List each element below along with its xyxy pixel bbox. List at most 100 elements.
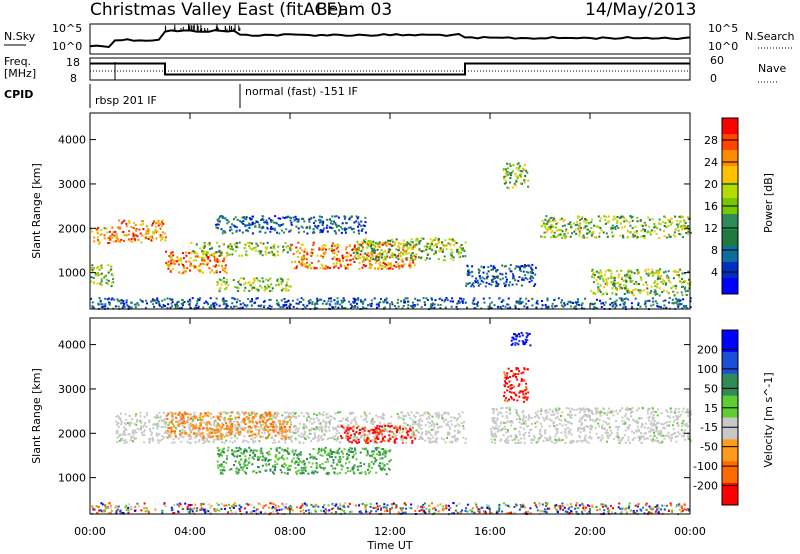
heatmap-cell (457, 429, 460, 432)
heatmap-cell (269, 415, 272, 418)
heatmap-cell (426, 247, 429, 250)
heatmap-cell (253, 436, 256, 439)
heatmap-cell (382, 258, 385, 261)
heatmap-cell (282, 420, 284, 422)
heatmap-cell (227, 245, 230, 248)
heatmap-cell (131, 440, 134, 443)
heatmap-cell (226, 304, 229, 307)
heatmap-cell (257, 289, 260, 292)
heatmap-cell (251, 300, 254, 303)
heatmap-cell (599, 300, 601, 302)
heatmap-cell (401, 411, 404, 414)
heatmap-cell (232, 224, 235, 227)
heatmap-cell (98, 297, 101, 300)
heatmap-cell (395, 238, 398, 241)
heatmap-cell (509, 172, 512, 175)
heatmap-cell (579, 427, 582, 430)
heatmap-cell (295, 218, 298, 220)
heatmap-cell (505, 174, 508, 177)
heatmap-cell (624, 306, 627, 308)
heatmap-cell (574, 301, 577, 304)
heatmap-cell (565, 407, 568, 410)
heatmap-cell (499, 422, 502, 425)
heatmap-cell (122, 433, 125, 436)
heatmap-cell (216, 223, 219, 226)
heatmap-cell (120, 423, 123, 426)
heatmap-cell (450, 419, 453, 422)
heatmap-cell (517, 439, 520, 442)
heatmap-cell (519, 170, 522, 172)
heatmap-cell (125, 234, 128, 237)
heatmap-cell (311, 301, 314, 303)
heatmap-cell (607, 221, 609, 224)
heatmap-cell (413, 305, 416, 308)
heatmap-cell (595, 408, 598, 411)
heatmap-cell (678, 215, 681, 218)
heatmap-cell (290, 221, 293, 224)
heatmap-cell (635, 231, 638, 234)
heatmap-cell (201, 259, 204, 262)
heatmap-cell (564, 431, 567, 434)
heatmap-cell (223, 411, 226, 414)
heatmap-cell (570, 223, 573, 226)
heatmap-cell (384, 300, 387, 303)
heatmap-cell (244, 411, 247, 414)
heatmap-cell (509, 306, 512, 309)
heatmap-cell (595, 307, 598, 309)
heatmap-cell (509, 165, 512, 167)
heatmap-cell (369, 259, 371, 262)
heatmap-cell (361, 427, 363, 430)
heatmap-cell (616, 412, 619, 415)
heatmap-cell (560, 229, 563, 231)
heatmap-cell (445, 248, 448, 251)
heatmap-cell (507, 439, 510, 442)
heatmap-cell (262, 300, 265, 303)
heatmap-cell (598, 411, 601, 414)
heatmap-cell (328, 226, 331, 229)
heatmap-cell (274, 434, 277, 437)
heatmap-cell (559, 423, 561, 425)
heatmap-cell (682, 407, 685, 410)
heatmap-cell (321, 430, 324, 433)
heatmap-cell (268, 298, 271, 301)
heatmap-cell (429, 306, 432, 309)
heatmap-cell (639, 305, 642, 308)
heatmap-cell (328, 426, 330, 429)
heatmap-cell (649, 435, 652, 437)
heatmap-cell (274, 229, 277, 232)
heatmap-cell (270, 418, 273, 421)
heatmap-cell (202, 271, 204, 274)
heatmap-cell (583, 429, 586, 432)
heatmap-cell (510, 421, 513, 424)
heatmap-cell (440, 425, 443, 428)
heatmap-cell (679, 280, 681, 283)
heatmap-cell (605, 421, 608, 424)
heatmap-cell (100, 272, 103, 275)
heatmap-cell (674, 436, 677, 438)
heatmap-cell (377, 259, 380, 262)
heatmap-cell (449, 244, 452, 247)
heatmap-cell (496, 285, 499, 287)
heatmap-cell (267, 285, 270, 288)
heatmap-cell (93, 240, 96, 243)
heatmap-cell (329, 423, 332, 426)
heatmap-cell (203, 414, 206, 417)
heatmap-cell (614, 302, 617, 305)
heatmap-cell (400, 438, 403, 441)
heatmap-cell (202, 427, 205, 429)
heatmap-cell (408, 264, 411, 267)
heatmap-cell (609, 429, 612, 432)
heatmap-cell (423, 245, 426, 248)
heatmap-cell (420, 424, 423, 427)
heatmap-cell (534, 426, 537, 429)
heatmap-cell (192, 250, 195, 253)
heatmap-cell (239, 433, 242, 436)
heatmap-cell (263, 289, 266, 292)
heatmap-cell (167, 436, 170, 439)
heatmap-cell (212, 441, 215, 444)
heatmap-cell (424, 424, 427, 427)
heatmap-cell (534, 266, 537, 269)
heatmap-cell (416, 303, 419, 306)
heatmap-cell (111, 233, 114, 236)
heatmap-cell (454, 425, 456, 428)
